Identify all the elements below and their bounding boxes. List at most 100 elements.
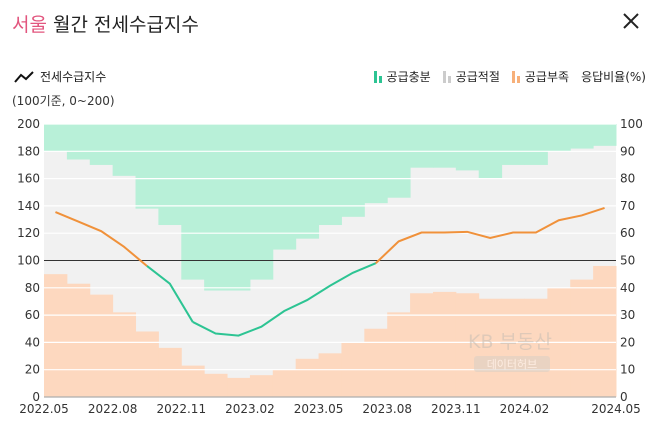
y-right-tick-label: 50 <box>620 254 635 268</box>
bar-short <box>227 377 251 397</box>
y-left-tick-label: 100 <box>17 254 40 268</box>
bar-short <box>410 293 434 397</box>
watermark-line1: KB 부동산 <box>468 331 552 353</box>
y-right-tick-label: 100 <box>620 117 643 131</box>
y-right-tick-label: 30 <box>620 308 635 322</box>
y-left-tick-label: 180 <box>17 144 40 158</box>
short-swatch-icon <box>511 70 520 83</box>
bar-ample <box>44 124 68 152</box>
bar-short <box>112 312 137 397</box>
bar-short <box>135 331 159 397</box>
index-line-green-early <box>146 265 194 323</box>
bar-ample <box>524 124 548 165</box>
legend-ratio-label: 응답비율(%) <box>581 70 646 84</box>
bar-ample <box>181 124 205 280</box>
bar-short <box>455 293 480 397</box>
bar-ample <box>410 124 434 168</box>
bar-ample <box>295 124 320 239</box>
y-left-tick-label: 140 <box>17 199 40 213</box>
bar-short <box>318 353 342 397</box>
bar-ample <box>318 124 342 226</box>
bar-ample <box>547 124 571 152</box>
legend-adequate-label: 공급적절 <box>455 70 500 84</box>
bar-short <box>432 291 457 397</box>
watermark-badge <box>474 356 550 372</box>
bar-ample <box>112 124 137 176</box>
bar-ample <box>501 124 525 165</box>
bar-short <box>181 365 205 397</box>
legend-adequate: 공급적절 <box>442 68 500 85</box>
legend-ample-label: 공급충분 <box>386 70 431 84</box>
title-text: 월간 전세수급지수 <box>53 14 199 36</box>
y-right-tick-label: 60 <box>620 226 635 240</box>
x-tick-label: 2022.11 <box>156 402 206 416</box>
bar-short <box>44 274 68 397</box>
y-left-tick-label: 40 <box>25 335 40 349</box>
line-layer <box>55 206 605 337</box>
bar-short <box>204 373 228 397</box>
title-city: 서울 <box>12 14 47 36</box>
y-right-tick-label: 90 <box>620 144 635 158</box>
y-right-tick-label: 0 <box>620 390 628 404</box>
index-line-orange <box>375 206 605 264</box>
legend-short: 공급부족 <box>511 68 570 85</box>
bar-short <box>364 328 388 397</box>
legend-short-label: 공급부족 <box>524 70 570 84</box>
legend-ample: 공급충분 <box>373 68 431 85</box>
y-right-tick-label: 70 <box>620 199 635 213</box>
y-left-tick-label: 160 <box>17 172 40 186</box>
y-left-tick-label: 120 <box>17 226 40 240</box>
bar-short <box>593 265 617 397</box>
bar-ample <box>364 124 388 204</box>
x-tick-label: 2022.05 <box>19 402 69 416</box>
bar-ample <box>204 124 228 291</box>
x-tick-label: 2023.05 <box>294 402 344 416</box>
bar-ample <box>66 124 91 160</box>
line-legend-label: 전세수급지수 <box>40 70 107 84</box>
bar-ample <box>135 124 159 209</box>
trend-line-icon <box>14 70 34 83</box>
watermark: KB 부동산 데이터허브 <box>468 331 552 372</box>
axis-layer: 0 20 40 60 80 100 120 140 160 180 200 0 10 20 30 40 50 60… <box>17 117 643 416</box>
bar-ample <box>272 124 297 250</box>
y-right-tick-label: 80 <box>620 172 635 186</box>
y-left-tick-label: 200 <box>17 117 40 131</box>
bar-ample <box>341 124 365 217</box>
bar-short <box>501 298 525 397</box>
bar-ample <box>89 124 114 165</box>
x-tick-label: 2023.08 <box>362 402 412 416</box>
bar-short <box>387 312 411 397</box>
page-title: 서울 월간 전세수급지수 <box>12 10 199 37</box>
bar-ample <box>570 124 594 149</box>
y-left-tick-label: 0 <box>32 390 40 404</box>
x-tick-label: 2023.02 <box>225 402 275 416</box>
y-left-tick-label: 60 <box>25 308 40 322</box>
bar-legend: 공급충분 공급적절 공급부족 응답비율(%) <box>373 68 646 85</box>
bar-short <box>295 358 320 397</box>
bar-short <box>570 279 594 397</box>
bar-short <box>478 298 503 397</box>
x-tick-label: 2024.02 <box>500 402 550 416</box>
x-tick-label: 2023.11 <box>431 402 481 416</box>
y-left-tick-label: 80 <box>25 281 40 295</box>
bar-ample <box>593 124 617 146</box>
bar-short <box>158 347 182 397</box>
index-line-green <box>192 262 377 337</box>
bar-short <box>272 369 297 397</box>
supply-demand-chart: KB 부동산 데이터허브 020406080100120140160180200… <box>17 117 643 416</box>
bar-ample <box>387 124 411 198</box>
bar-short <box>66 283 91 397</box>
bar-short <box>249 375 274 397</box>
bar-ample <box>227 124 251 291</box>
bar-short <box>524 298 548 397</box>
line-legend: 전세수급지수 <box>14 68 106 85</box>
watermark-line2: 데이터허브 <box>487 358 538 371</box>
close-icon[interactable] <box>618 8 644 34</box>
y-right-tick-label: 20 <box>620 335 635 349</box>
bar-short <box>89 294 114 397</box>
x-tick-label: 2024.05 <box>591 402 641 416</box>
bar-ample <box>158 124 182 226</box>
y-left-tick-label: 20 <box>25 363 40 377</box>
x-tick-label: 2022.08 <box>88 402 138 416</box>
index-line-orange-early <box>55 211 148 267</box>
